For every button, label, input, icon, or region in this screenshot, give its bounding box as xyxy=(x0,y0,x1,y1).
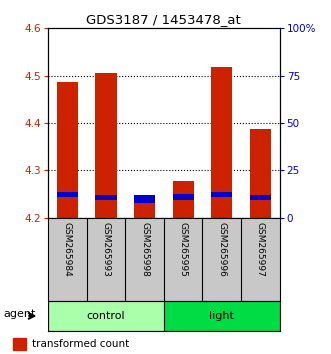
Text: GSM265997: GSM265997 xyxy=(256,222,265,277)
Bar xyxy=(13,338,26,350)
Bar xyxy=(250,195,271,200)
Bar xyxy=(250,129,271,218)
Bar xyxy=(211,67,232,218)
Bar xyxy=(48,301,164,331)
Bar xyxy=(164,301,280,331)
Text: agent: agent xyxy=(4,309,36,319)
Text: GSM265993: GSM265993 xyxy=(101,222,111,277)
Bar xyxy=(172,194,194,200)
Text: transformed count: transformed count xyxy=(32,339,129,349)
Bar xyxy=(95,195,117,200)
Text: GSM265995: GSM265995 xyxy=(179,222,188,277)
Bar xyxy=(95,73,117,218)
Bar xyxy=(211,192,232,197)
Text: light: light xyxy=(209,311,234,321)
Bar xyxy=(57,192,78,197)
Text: GSM265984: GSM265984 xyxy=(63,222,72,276)
Text: GSM265998: GSM265998 xyxy=(140,222,149,277)
Title: GDS3187 / 1453478_at: GDS3187 / 1453478_at xyxy=(86,13,241,26)
Bar xyxy=(57,82,78,218)
Bar xyxy=(134,202,155,218)
Bar xyxy=(134,195,155,202)
Text: control: control xyxy=(87,311,125,321)
Bar xyxy=(172,181,194,218)
Text: GSM265996: GSM265996 xyxy=(217,222,226,277)
